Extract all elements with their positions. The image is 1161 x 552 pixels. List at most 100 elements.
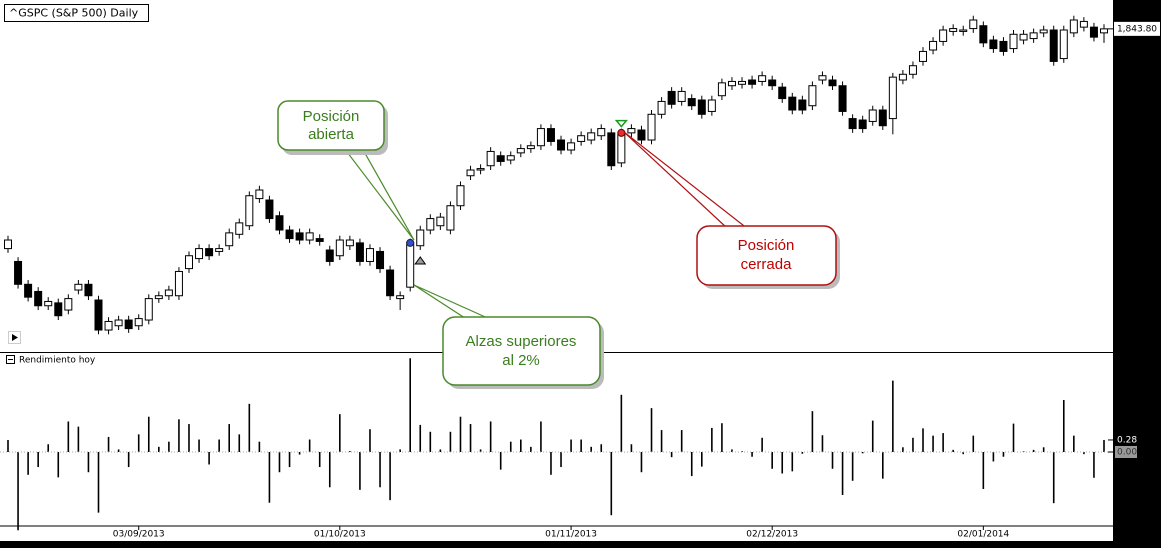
candle-body [888,76,897,120]
callout-text: al 2% [502,352,540,369]
candle-body [979,25,988,44]
x-tick-label: 02/12/2013 [746,530,798,540]
play-icon [12,334,18,341]
candle-body [205,248,214,257]
candle-body [426,218,435,231]
candle-body [748,79,757,85]
bottom-strip [0,541,1161,548]
candle-body [959,29,968,32]
callout-text: cerrada [741,256,793,273]
candle-body [919,50,928,62]
candle-body [4,239,12,250]
candle-body [305,232,314,241]
callout-box [277,100,385,151]
candle-body [727,80,736,87]
callout-text: Posición [738,237,795,254]
callout-text: Alzas superiores [466,333,577,350]
candle-body [1049,29,1058,62]
candle-body [355,242,364,262]
candle-body [265,199,274,220]
y-tick-label: 0.28 [1117,435,1137,445]
candle-body [999,40,1008,52]
exit-marker [617,128,626,137]
candle-body [285,229,294,240]
candle-body [1100,28,1108,34]
candle-body [687,98,696,107]
candle-body [416,229,425,247]
candle-body [486,150,495,167]
right-axis-strip [1113,0,1161,548]
candle-body [868,109,877,122]
candle-body [1079,20,1088,28]
candle-body [245,195,254,227]
callout-open: Posición abierta [277,100,415,241]
candle-body [456,185,465,207]
y-tick-box [1114,21,1160,36]
candle-body [124,319,133,330]
x-tick-label: 02/01/2014 [957,530,1009,540]
x-tick-label: 01/11/2013 [545,530,597,540]
candle-body [1019,33,1028,41]
title-box [4,4,149,22]
candle-body [54,302,63,317]
candle-body [557,139,566,151]
candle-body [164,289,173,297]
exit-arrow [614,119,628,128]
candle-body [657,100,666,115]
x-tick-label: 01/10/2013 [314,530,366,540]
candle-body [335,239,344,257]
plot-area [0,15,1113,531]
candle-body [647,113,656,141]
candle-body [949,28,958,32]
callout-close: Posición cerrada [623,131,840,289]
candle-body [1029,32,1038,40]
candle-body [235,222,244,235]
callout-box [442,316,601,386]
candle-body [818,75,827,81]
candle-body [778,86,787,100]
candle-body [526,145,535,150]
candle-body [14,260,23,285]
candle-body [134,318,143,327]
y-tick-label: 0.00 [1117,448,1137,458]
candle-body [84,283,93,297]
candle-body [536,128,545,147]
y-tick-box [1115,446,1137,458]
candle-body [838,85,847,112]
candle-body [1069,19,1078,34]
candle-body [858,119,867,130]
candle-body [275,215,284,231]
candle-body [567,142,576,151]
candle-body [667,90,676,105]
candle-body [94,299,103,331]
candle-body [1089,26,1098,38]
callout-rise: Alzas superiores al 2% [413,284,604,389]
candle-body [939,29,948,42]
candle-body [225,232,234,247]
candle-body [707,99,716,112]
x-tick-label: 03/09/2013 [113,530,165,540]
candle-body [848,118,857,130]
candle-body [396,295,405,300]
candle-body [476,168,485,171]
candle-body [436,216,445,227]
candle-body [969,19,978,30]
candle-body [828,79,837,87]
chart-title: ^GSPC (S&P 500) Daily [9,7,139,20]
candle-body [44,300,53,307]
candle-body [697,99,706,115]
candle-body [345,239,354,247]
candle-body [74,283,83,291]
candle-body [466,169,475,177]
candle-body [738,80,747,85]
candle-body [365,248,374,262]
candle-body [758,75,767,82]
candle-body [808,85,817,107]
callout-box [696,225,837,286]
candle-body [768,79,777,87]
candle-body [516,148,525,154]
candle-body [546,128,555,142]
candle-body [386,269,395,297]
